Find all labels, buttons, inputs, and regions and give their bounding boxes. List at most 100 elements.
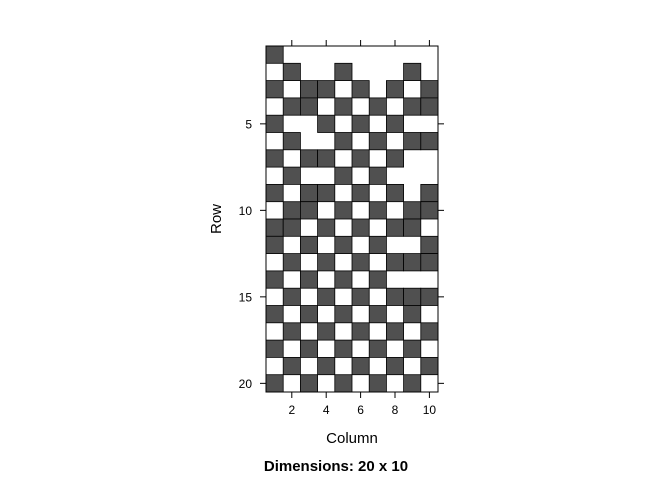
heatmap-cell-r3-c8 bbox=[385, 80, 404, 99]
heatmap-cell-r3-c4 bbox=[317, 80, 336, 99]
heatmap-cell-r11-c8 bbox=[385, 218, 404, 237]
heatmap-cell-r16-c3 bbox=[299, 305, 318, 324]
heatmap-cell-r11-c9 bbox=[403, 218, 422, 237]
heatmap-cell-r17-c4 bbox=[317, 322, 336, 341]
heatmap-cell-r8-c5 bbox=[334, 166, 353, 185]
heatmap-cell-r9-c3 bbox=[299, 183, 318, 203]
heatmap-cell-r14-c3 bbox=[299, 270, 318, 289]
heatmap-cell-r4-c10 bbox=[420, 97, 439, 116]
x-tick-label: 10 bbox=[423, 403, 437, 417]
plot-panel-frame bbox=[265, 45, 439, 393]
heatmap-cell-r16-c9 bbox=[403, 305, 422, 324]
heatmap-cell-r9-c4 bbox=[317, 183, 336, 203]
heatmap-cell-r13-c6 bbox=[351, 253, 370, 272]
y-tick-label: 10 bbox=[239, 204, 253, 218]
heatmap-cells bbox=[265, 45, 439, 393]
heatmap-cell-r5-c8 bbox=[385, 114, 404, 133]
heatmap-cell-r13-c4 bbox=[317, 253, 336, 272]
heatmap-cell-r19-c2 bbox=[282, 356, 301, 376]
heatmap-cell-r20-c5 bbox=[334, 374, 353, 393]
heatmap-cell-r19-c10 bbox=[420, 356, 439, 376]
heatmap-cell-r7-c1 bbox=[265, 149, 284, 168]
heatmap-cell-r7-c3 bbox=[299, 149, 318, 168]
heatmap-cell-r13-c10 bbox=[420, 253, 439, 272]
heatmap-cell-r19-c6 bbox=[351, 356, 370, 376]
heatmap-cell-r13-c2 bbox=[282, 253, 301, 272]
heatmap-cell-r14-c7 bbox=[368, 270, 387, 289]
heatmap-cell-r12-c5 bbox=[334, 235, 353, 255]
y-tick-label: 20 bbox=[239, 377, 253, 391]
heatmap-cell-r11-c1 bbox=[265, 218, 284, 237]
heatmap-cell-r17-c2 bbox=[282, 322, 301, 341]
heatmap-cell-r11-c6 bbox=[351, 218, 370, 237]
heatmap-cell-r2-c2 bbox=[282, 62, 301, 81]
heatmap-cell-r20-c7 bbox=[368, 374, 387, 393]
heatmap-cell-r9-c1 bbox=[265, 183, 284, 203]
heatmap-cell-r15-c9 bbox=[403, 287, 422, 306]
heatmap-cell-r4-c3 bbox=[299, 97, 318, 116]
heatmap-cell-r10-c2 bbox=[282, 201, 301, 220]
heatmap-cell-r2-c9 bbox=[403, 62, 422, 81]
heatmap-cell-r10-c9 bbox=[403, 201, 422, 220]
heatmap-cell-r7-c8 bbox=[385, 149, 404, 168]
heatmap-cell-r8-c2 bbox=[282, 166, 301, 185]
heatmap-cell-r18-c9 bbox=[403, 339, 422, 358]
heatmap-cell-r16-c7 bbox=[368, 305, 387, 324]
heatmap-cell-r20-c1 bbox=[265, 374, 284, 393]
heatmap-cell-r10-c5 bbox=[334, 201, 353, 220]
heatmap-cell-r3-c6 bbox=[351, 80, 370, 99]
heatmap-cell-r4-c9 bbox=[403, 97, 422, 116]
heatmap-cell-r13-c9 bbox=[403, 253, 422, 272]
heatmap-cell-r3-c3 bbox=[299, 80, 318, 99]
heatmap-cell-r8-c7 bbox=[368, 166, 387, 185]
y-axis-title: Row bbox=[208, 204, 225, 234]
heatmap-cell-r3-c10 bbox=[420, 80, 439, 99]
heatmap-cell-r5-c4 bbox=[317, 114, 336, 133]
heatmap-cell-r7-c4 bbox=[317, 149, 336, 168]
heatmap-cell-r15-c8 bbox=[385, 287, 404, 306]
heatmap-cell-r15-c4 bbox=[317, 287, 336, 306]
heatmap-cell-r16-c5 bbox=[334, 305, 353, 324]
heatmap-cell-r18-c5 bbox=[334, 339, 353, 358]
x-tick-label: 4 bbox=[323, 403, 330, 417]
heatmap-cell-r18-c7 bbox=[368, 339, 387, 358]
heatmap-cell-r16-c1 bbox=[265, 305, 284, 324]
heatmap-cell-r14-c5 bbox=[334, 270, 353, 289]
x-tick-label: 2 bbox=[288, 403, 295, 417]
heatmap-cell-r11-c2 bbox=[282, 218, 301, 237]
heatmap-cell-r6-c5 bbox=[334, 132, 353, 151]
x-tick-label: 8 bbox=[392, 403, 399, 417]
x-axis: 2 4 6 8 10 bbox=[288, 40, 436, 417]
heatmap-cell-r7-c6 bbox=[351, 149, 370, 168]
heatmap-cell-r19-c4 bbox=[317, 356, 336, 376]
heatmap-cell-r9-c10 bbox=[420, 183, 439, 203]
heatmap-cell-r11-c4 bbox=[317, 218, 336, 237]
heatmap-cell-r3-c1 bbox=[265, 80, 284, 99]
heatmap-cell-r15-c2 bbox=[282, 287, 301, 306]
heatmap-cell-r20-c9 bbox=[403, 374, 422, 393]
heatmap-cell-r6-c2 bbox=[282, 132, 301, 151]
heatmap-cell-r20-c3 bbox=[299, 374, 318, 393]
heatmap-cell-r17-c6 bbox=[351, 322, 370, 341]
heatmap-cell-r15-c6 bbox=[351, 287, 370, 306]
heatmap-cell-r5-c6 bbox=[351, 114, 370, 133]
heatmap-cell-r19-c8 bbox=[385, 356, 404, 376]
heatmap-cell-r12-c7 bbox=[368, 235, 387, 255]
heatmap-cell-r18-c1 bbox=[265, 339, 284, 358]
heatmap-cell-r6-c7 bbox=[368, 132, 387, 151]
heatmap-cell-r12-c10 bbox=[420, 235, 439, 255]
heatmap-cell-r18-c3 bbox=[299, 339, 318, 358]
heatmap-cell-r13-c8 bbox=[385, 253, 404, 272]
heatmap-cell-r14-c1 bbox=[265, 270, 284, 289]
heatmap-cell-r12-c1 bbox=[265, 235, 284, 255]
heatmap-cell-r9-c8 bbox=[385, 183, 404, 203]
heatmap-cell-r4-c2 bbox=[282, 97, 301, 116]
heatmap-cell-r4-c5 bbox=[334, 97, 353, 116]
heatmap-cell-r6-c9 bbox=[403, 132, 422, 151]
heatmap-cell-r1-c1 bbox=[265, 45, 284, 64]
heatmap-cell-r5-c1 bbox=[265, 114, 284, 133]
y-tick-label: 15 bbox=[239, 290, 253, 304]
chart-title: Dimensions: 20 x 10 bbox=[264, 458, 408, 475]
heatmap-cell-r2-c5 bbox=[334, 62, 353, 81]
